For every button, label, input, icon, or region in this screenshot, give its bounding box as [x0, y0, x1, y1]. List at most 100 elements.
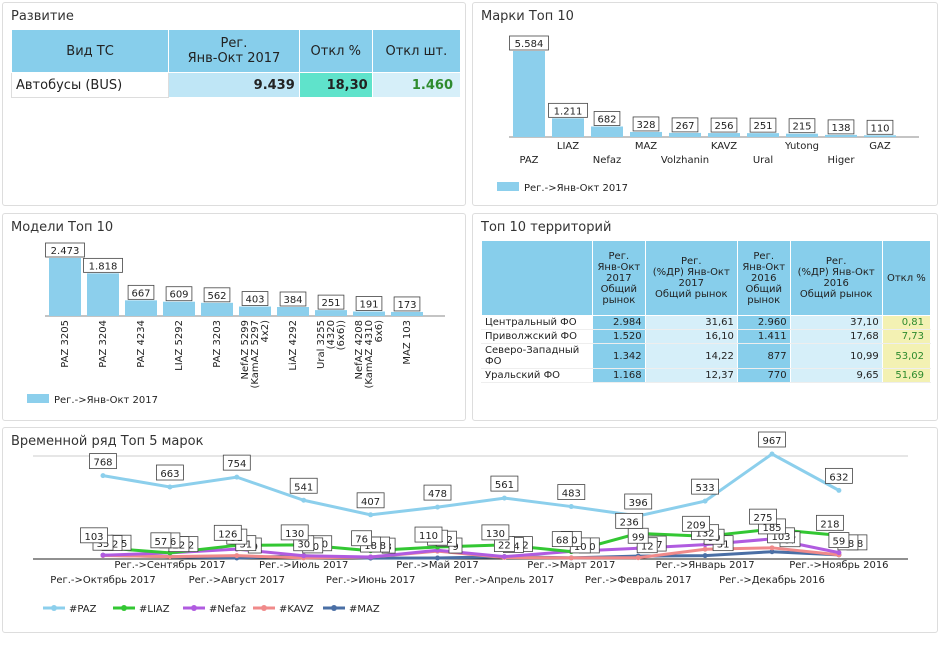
value-label: 22 — [498, 541, 511, 552]
value-label: 218 — [820, 519, 839, 530]
value-label-box — [222, 454, 251, 471]
point — [568, 504, 574, 510]
bar — [353, 311, 385, 316]
value-label: 103 — [84, 532, 103, 543]
x-tick-label: Рег.->Август 2017 — [189, 575, 285, 586]
point — [836, 487, 842, 493]
legend-marker — [121, 605, 127, 611]
label-line: NefAZ 4208 — [354, 320, 365, 379]
value-label: 138 — [831, 123, 850, 134]
x-tick-label: Рег.->Июнь 2017 — [326, 575, 416, 586]
bar — [49, 258, 81, 316]
bar — [864, 135, 896, 137]
value-label: 30 — [297, 540, 310, 551]
value-label-box — [827, 119, 855, 135]
point — [100, 473, 106, 479]
value-label: 31 — [717, 540, 730, 551]
value-label: 275 — [753, 513, 772, 524]
line — [102, 550, 839, 560]
header-row: Вид ТС Рег. Янв-Окт 2017 Откл % Откл шт. — [10, 29, 462, 73]
value-label-box — [615, 512, 644, 529]
cell: 0,81 — [881, 315, 932, 330]
cell: 17,68 — [789, 329, 883, 344]
value-label: 478 — [428, 489, 447, 500]
value-label: 130 — [486, 529, 505, 540]
x-tick-label: GAZ — [869, 141, 891, 152]
value-label: 209 — [687, 520, 706, 531]
cell: 31,61 — [644, 315, 738, 330]
cell: 1.460 — [371, 72, 462, 98]
point — [702, 546, 708, 552]
legend-label: #LIAZ — [139, 604, 170, 615]
header-cell: Откл % — [298, 29, 373, 73]
point — [568, 555, 574, 561]
x-tick-label: NefAZ 4208(KamAZ 43106x6) — [354, 320, 385, 389]
value-label-box — [593, 111, 621, 126]
table: Рег. Янв-Окт 2017 Общий рынок Рег. (%ДР) … — [481, 240, 932, 383]
cell: 770 — [736, 368, 791, 383]
value-label-box — [280, 524, 309, 541]
value-label-box — [509, 35, 549, 51]
point — [702, 498, 708, 504]
point — [702, 553, 708, 559]
value-label: 132 — [696, 529, 715, 540]
point — [234, 474, 240, 480]
panel-title: Топ 10 территорий — [481, 220, 612, 235]
value-label-box — [355, 296, 383, 311]
value-label: 251 — [321, 298, 340, 309]
cell: 12,37 — [644, 368, 738, 383]
point — [167, 554, 173, 560]
label-line: MAZ 103 — [402, 320, 413, 365]
row: Уральский ФО 1.168 12,37 770 9,65 51,69 — [481, 368, 932, 383]
legend-label: #PAZ — [69, 604, 97, 615]
cell: Северо-Западный ФО — [481, 343, 593, 369]
x-tick-label: LIAZ 5292 — [174, 320, 185, 371]
cell: 7,73 — [881, 329, 932, 344]
x-tick-label: Рег.->Февраль 2017 — [585, 575, 692, 586]
cell: 1.342 — [592, 343, 646, 369]
value-label-box — [414, 526, 443, 543]
value-label-box — [481, 524, 510, 541]
value-label-box — [490, 475, 519, 492]
value-label-box — [45, 242, 85, 258]
header-cell: Рег. Янв-Окт 2016 Общий рынок — [736, 240, 791, 316]
x-tick-label: PAZ 3205 — [60, 320, 71, 368]
x-tick-label: Higer — [828, 155, 856, 166]
bar — [239, 306, 271, 316]
label-line: NefAZ 5299 — [240, 320, 251, 379]
bar — [125, 300, 157, 316]
value-label: 967 — [762, 436, 781, 447]
cell: 37,10 — [789, 315, 883, 330]
legend-marker — [191, 605, 197, 611]
value-label: 31 — [239, 540, 252, 551]
bar — [315, 310, 347, 316]
panel: Марки Топ 10 5.584 PAZ 1.211 LIAZ 682 Nefaz 32… — [472, 2, 938, 206]
legend-swatch — [27, 394, 49, 403]
value-label: 236 — [620, 517, 639, 528]
point — [368, 554, 374, 560]
value-label: 10 — [574, 542, 587, 553]
bar — [513, 51, 545, 137]
point — [769, 549, 775, 555]
value-label-box — [127, 284, 155, 300]
header-cell: Рег. Янв-Окт 2017 — [168, 29, 300, 73]
value-label: 328 — [636, 120, 655, 131]
header-cell: Откл шт. — [371, 29, 462, 73]
cell: 14,22 — [644, 343, 738, 369]
bar — [669, 132, 701, 137]
value-label: 173 — [397, 300, 416, 311]
x-tick-label: Ural — [753, 155, 773, 166]
bar — [786, 133, 818, 137]
x-tick-label: Ural 3255(4320(6x6)) — [316, 320, 347, 369]
value-label-box — [691, 478, 719, 495]
legend-label: #KAVZ — [279, 604, 314, 615]
point — [435, 504, 440, 510]
row: Северо-Западный ФО 1.342 14,22 877 10,99 53,0… — [481, 343, 932, 369]
table: Вид ТС Рег. Янв-Окт 2017 Откл % Откл шт. Авт… — [10, 29, 462, 98]
panel-title: Марки Топ 10 — [481, 9, 574, 24]
value-label: 483 — [562, 489, 581, 500]
x-tick-label: Рег.->Апрель 2017 — [455, 575, 554, 586]
cell: 1.520 — [592, 329, 646, 344]
point — [501, 495, 507, 501]
